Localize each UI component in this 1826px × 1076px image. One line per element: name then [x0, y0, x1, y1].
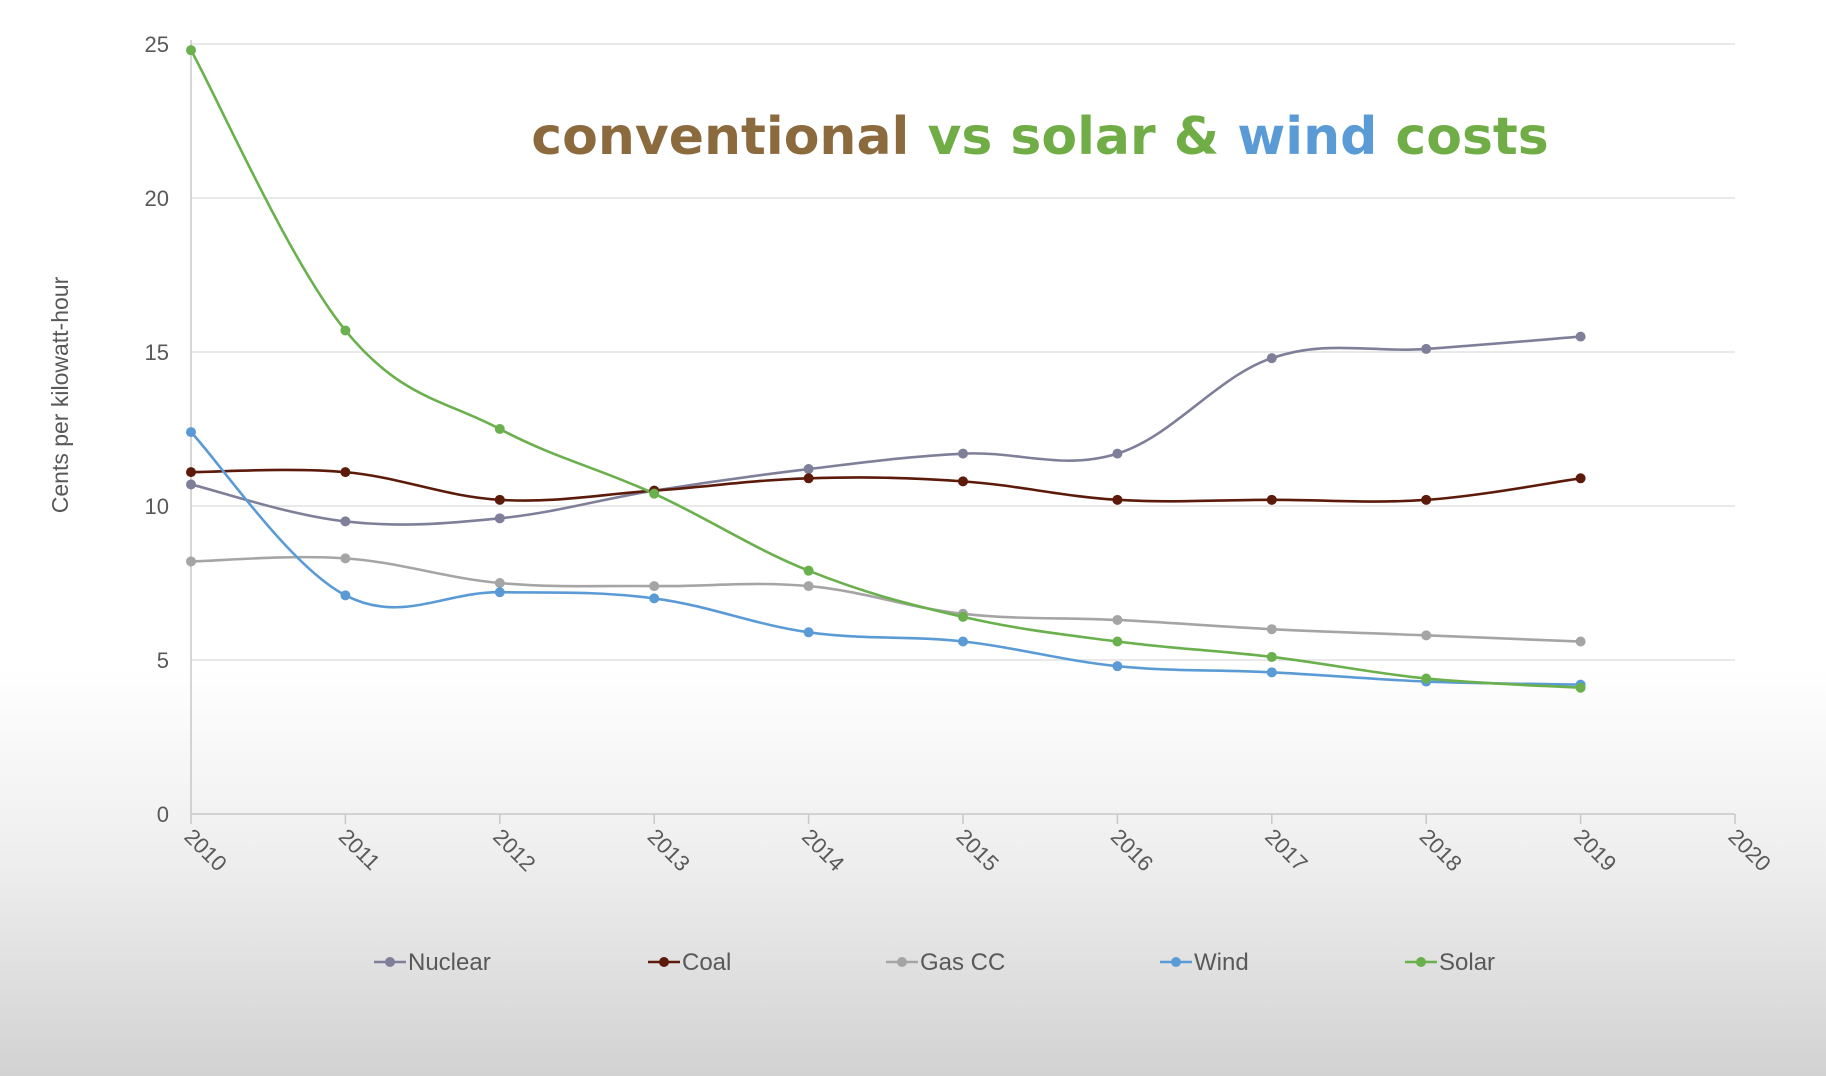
legend-item-wind: Wind — [1160, 949, 1249, 976]
y-tick-label: 10 — [145, 494, 169, 519]
y-tick-label: 25 — [145, 32, 169, 57]
x-tick-label: 2018 — [1415, 824, 1467, 876]
chart-title-part: vs solar & — [909, 107, 1237, 167]
y-tick-label: 20 — [145, 186, 169, 211]
legend-swatch-marker — [1171, 957, 1181, 967]
legend-swatch-marker — [897, 957, 907, 967]
x-tick-label: 2014 — [797, 824, 849, 876]
series-line-coal — [189, 468, 1582, 503]
x-tick-label: 2017 — [1260, 824, 1312, 876]
data-point-coal — [1266, 494, 1277, 505]
legend-swatch-marker — [1416, 957, 1426, 967]
legend-item-gas-cc: Gas CC — [886, 949, 1005, 976]
series-line-solar — [189, 48, 1582, 690]
data-point-solar — [958, 611, 968, 622]
data-point-coal — [803, 473, 814, 484]
series-line-wind — [189, 430, 1582, 686]
data-point-wind — [494, 587, 505, 598]
data-point-gas-cc — [1112, 614, 1123, 625]
data-point-nuclear — [494, 513, 505, 524]
data-point-wind — [1266, 667, 1277, 678]
data-point-gas-cc — [340, 553, 351, 564]
data-point-coal — [1112, 494, 1123, 505]
data-point-wind — [803, 627, 814, 638]
series-line-gas-cc — [189, 555, 1582, 643]
y-tick-label: 0 — [157, 802, 169, 827]
series-points — [186, 45, 1586, 693]
x-tick-label: 2011 — [334, 824, 385, 875]
legend-item-coal: Coal — [648, 949, 731, 976]
legend-swatch-marker — [659, 957, 669, 967]
y-axis-ticks: 0 5 10 15 20 25 — [145, 32, 169, 827]
data-point-wind — [958, 636, 968, 647]
data-point-solar — [803, 565, 814, 576]
x-tick-label: 2010 — [179, 824, 231, 876]
x-tick-label: 2013 — [643, 824, 695, 876]
legend: Nuclear Coal Gas CC Wind Solar — [374, 949, 1495, 976]
data-point-solar — [186, 45, 196, 56]
series-line-nuclear — [189, 335, 1582, 526]
data-point-nuclear — [340, 516, 351, 527]
gridlines — [191, 43, 1735, 661]
data-point-nuclear — [1112, 448, 1123, 459]
legend-item-solar: Solar — [1405, 949, 1495, 976]
data-point-solar — [649, 488, 660, 499]
data-point-nuclear — [186, 479, 196, 490]
legend-label: Solar — [1439, 949, 1495, 976]
data-point-coal — [494, 494, 505, 505]
x-axis-ticks: 2010 2011 2012 2013 2014 2015 2016 2017 2018 2019… — [179, 814, 1776, 876]
chart-title-part: conventional — [531, 107, 909, 167]
data-point-nuclear — [1575, 331, 1586, 342]
data-point-solar — [494, 424, 505, 434]
data-point-solar — [340, 325, 351, 336]
chart-title-part: wind — [1237, 107, 1377, 167]
x-tick-label: 2012 — [488, 824, 540, 876]
data-point-coal — [958, 476, 968, 487]
data-point-coal — [1421, 494, 1432, 505]
x-tick-label: 2020 — [1723, 824, 1775, 876]
data-point-coal — [340, 467, 351, 478]
data-point-solar — [1421, 673, 1432, 684]
legend-label: Nuclear — [408, 949, 491, 976]
data-point-gas-cc — [494, 578, 505, 588]
data-point-gas-cc — [1575, 636, 1586, 647]
x-tick-label: 2019 — [1569, 824, 1621, 876]
chart-title-part: costs — [1377, 107, 1548, 167]
data-point-gas-cc — [1266, 624, 1277, 635]
legend-label: Wind — [1194, 949, 1249, 976]
legend-label: Gas CC — [920, 949, 1005, 976]
y-tick-label: 5 — [157, 648, 169, 673]
data-point-solar — [1112, 636, 1123, 647]
data-point-gas-cc — [649, 581, 660, 592]
data-point-solar — [1575, 682, 1586, 693]
data-point-nuclear — [1266, 353, 1277, 364]
data-point-gas-cc — [186, 556, 196, 567]
data-point-nuclear — [803, 464, 814, 475]
x-tick-label: 2016 — [1106, 824, 1158, 876]
y-tick-label: 15 — [145, 340, 169, 365]
y-axis-title: Cents per kilowatt-hour — [47, 276, 73, 513]
data-point-wind — [649, 593, 660, 604]
data-point-nuclear — [1421, 343, 1432, 354]
data-point-wind — [340, 590, 351, 601]
data-point-coal — [1575, 473, 1586, 484]
data-point-wind — [186, 427, 196, 438]
data-point-coal — [186, 467, 196, 478]
legend-item-nuclear: Nuclear — [374, 949, 491, 976]
x-tick-label: 2015 — [951, 824, 1003, 876]
data-point-solar — [1266, 651, 1277, 662]
data-point-nuclear — [958, 448, 968, 459]
legend-swatch-marker — [385, 957, 395, 967]
chart-title: conventional vs solar & wind costs — [531, 107, 1548, 167]
legend-label: Coal — [682, 949, 731, 976]
data-point-wind — [1112, 661, 1123, 672]
data-point-gas-cc — [803, 581, 814, 592]
series-lines — [189, 48, 1582, 690]
data-point-gas-cc — [1421, 630, 1432, 641]
